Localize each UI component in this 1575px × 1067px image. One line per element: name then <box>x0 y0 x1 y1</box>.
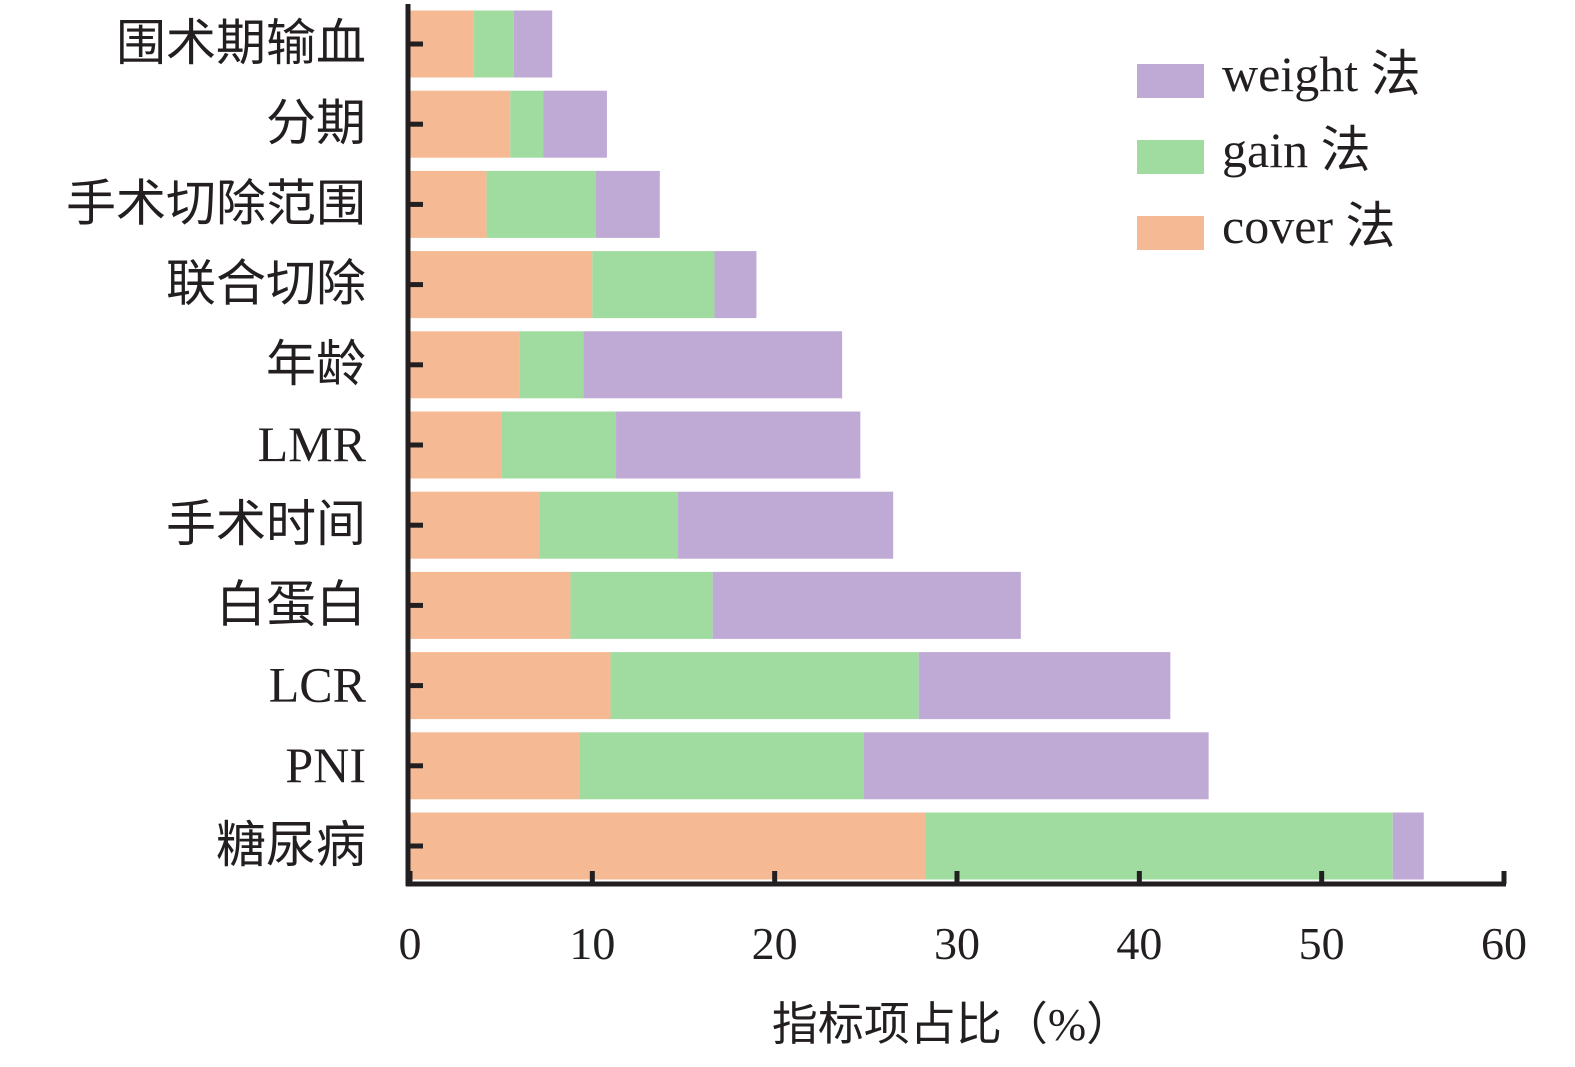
bar-gain-9 <box>579 732 865 800</box>
bar-gain-0 <box>473 10 514 78</box>
x-tick-label: 20 <box>752 918 798 969</box>
y-category-label: 糖尿病 <box>216 817 366 873</box>
y-category-label: 围术期输血 <box>116 15 366 71</box>
bar-cover-5 <box>410 411 502 479</box>
bar-weight-3 <box>714 251 757 319</box>
bar-weight-0 <box>513 10 553 78</box>
x-tick-labels: 0 10 20 30 40 50 60 <box>399 918 1528 969</box>
y-category-label: 年龄 <box>266 336 366 392</box>
legend-label: gain 法 <box>1222 122 1371 178</box>
bar-gain-7 <box>570 571 713 639</box>
bar-weight-9 <box>864 732 1209 800</box>
bar-weight-5 <box>616 411 861 479</box>
legend-swatch <box>1137 140 1204 174</box>
x-axis-label: 指标项占比（%） <box>772 999 1132 1050</box>
y-category-label: 分期 <box>266 95 366 151</box>
bar-gain-8 <box>610 652 919 720</box>
bar-weight-2 <box>595 170 660 238</box>
bar-gain-6 <box>539 491 679 559</box>
legend-label: weight 法 <box>1222 46 1421 102</box>
x-tick-label: 40 <box>1116 918 1162 969</box>
y-category-label: PNI <box>285 737 366 793</box>
bar-weight-1 <box>543 90 607 158</box>
bar-weight-10 <box>1392 812 1424 880</box>
bar-gain-2 <box>486 170 596 238</box>
y-category-label: 手术切除范围 <box>66 175 366 231</box>
bar-gain-10 <box>926 812 1393 880</box>
x-tick-label: 10 <box>569 918 615 969</box>
bar-gain-3 <box>592 251 715 319</box>
bar-cover-10 <box>410 812 927 880</box>
bar-cover-9 <box>410 732 580 800</box>
legend-swatch <box>1137 64 1204 98</box>
bar-cover-4 <box>410 331 520 399</box>
bar-gain-1 <box>510 90 544 158</box>
bar-weight-6 <box>678 491 894 559</box>
bar-gain-5 <box>501 411 617 479</box>
bar-cover-3 <box>410 251 593 319</box>
bar-gain-4 <box>519 331 584 399</box>
y-category-label: LCR <box>269 657 367 713</box>
bar-weight-8 <box>918 652 1171 720</box>
axes <box>405 4 1507 887</box>
bar-weight-4 <box>583 331 843 399</box>
x-tick-label: 60 <box>1481 918 1527 969</box>
legend-label: cover 法 <box>1222 198 1396 254</box>
bar-cover-8 <box>410 652 611 720</box>
x-tick-label: 50 <box>1299 918 1345 969</box>
bars-layer <box>410 10 1424 880</box>
bar-cover-6 <box>410 491 540 559</box>
bar-weight-7 <box>712 571 1021 639</box>
x-tick-label: 0 <box>399 918 422 969</box>
x-tick-label: 30 <box>934 918 980 969</box>
y-category-label: 联合切除 <box>166 256 366 312</box>
y-category-label: 白蛋白 <box>216 576 366 632</box>
legend: weight 法 gain 法 cover 法 <box>1137 46 1421 254</box>
legend-swatch <box>1137 216 1204 250</box>
y-category-label: LMR <box>258 416 367 472</box>
bar-cover-7 <box>410 571 571 639</box>
y-category-label: 手术时间 <box>166 496 366 552</box>
bar-cover-1 <box>410 90 511 158</box>
